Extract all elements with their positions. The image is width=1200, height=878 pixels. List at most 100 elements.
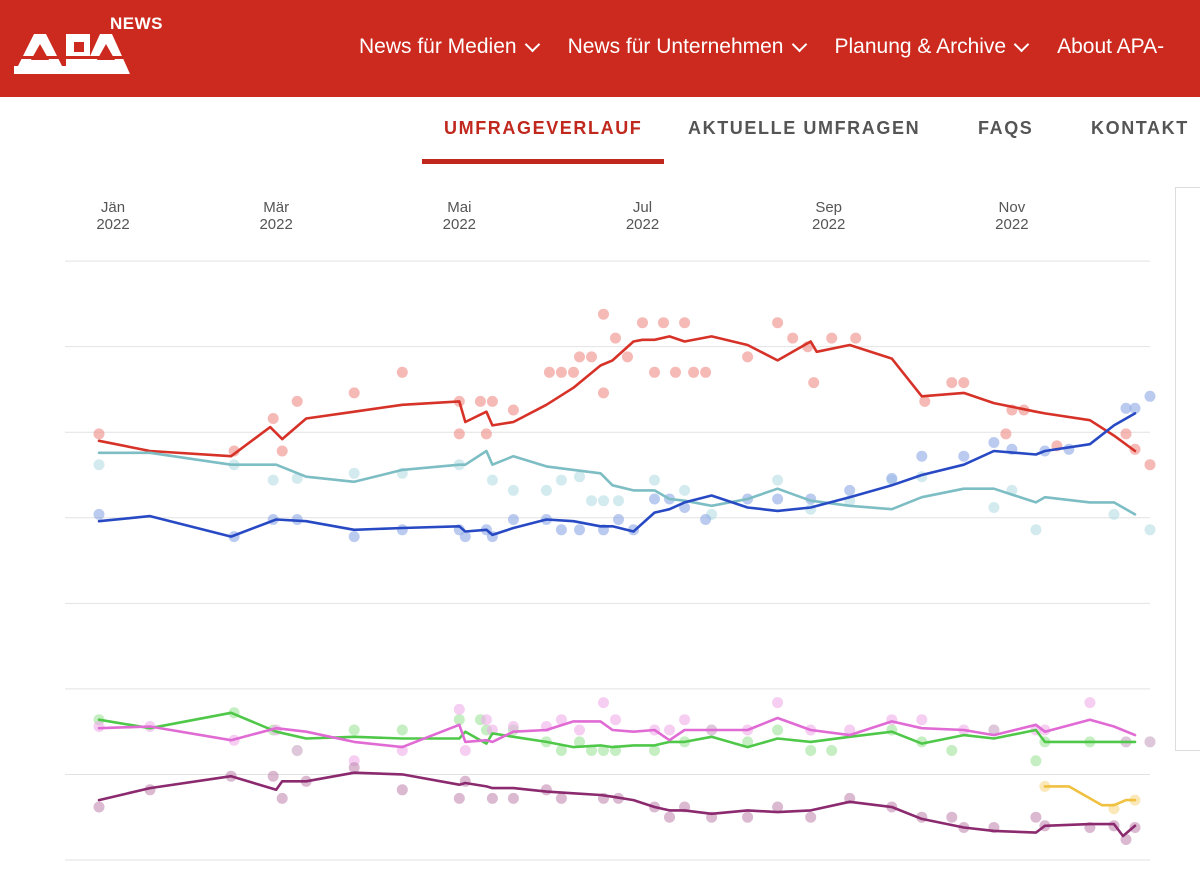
poll-dot[interactable] — [348, 724, 360, 736]
poll-dot[interactable] — [474, 395, 486, 407]
poll-dot[interactable] — [507, 514, 519, 525]
poll-dot[interactable] — [480, 428, 492, 440]
poll-dot[interactable] — [1030, 524, 1042, 536]
poll-dot[interactable] — [291, 745, 303, 756]
poll-dot[interactable] — [93, 801, 105, 813]
poll-dot[interactable] — [453, 792, 465, 804]
poll-trend-chart[interactable]: Jän2022Mär2022Mai2022Jul2022Sep2022Nov20… — [0, 180, 1200, 878]
poll-dot[interactable] — [543, 366, 555, 378]
tab-kontakt[interactable]: KONTAKT — [1091, 118, 1189, 138]
poll-dot[interactable] — [1129, 443, 1141, 455]
poll-dot[interactable] — [805, 745, 817, 756]
poll-dot[interactable] — [507, 721, 519, 732]
poll-dot[interactable] — [826, 745, 838, 756]
poll-dot[interactable] — [228, 445, 240, 457]
poll-dot[interactable] — [1108, 508, 1120, 520]
poll-dot[interactable] — [658, 317, 669, 329]
poll-dot[interactable] — [649, 366, 660, 378]
poll-dot[interactable] — [610, 332, 621, 344]
poll-dot[interactable] — [540, 784, 552, 796]
poll-dot[interactable] — [93, 428, 105, 440]
poll-dot[interactable] — [679, 484, 691, 496]
poll-dot[interactable] — [1129, 402, 1141, 414]
poll-dot[interactable] — [348, 762, 360, 774]
poll-dot[interactable] — [772, 474, 784, 486]
poll-dot[interactable] — [574, 351, 585, 363]
poll-dot[interactable] — [649, 493, 660, 505]
poll-dot[interactable] — [1000, 428, 1012, 440]
poll-dot[interactable] — [574, 736, 585, 748]
poll-dot[interactable] — [826, 332, 838, 344]
poll-dot[interactable] — [1144, 524, 1156, 536]
series-line-3[interactable] — [97, 711, 1137, 749]
poll-dot[interactable] — [670, 366, 681, 378]
poll-dot[interactable] — [958, 450, 970, 462]
poll-dot[interactable] — [598, 745, 609, 756]
poll-dot[interactable] — [946, 811, 958, 823]
apa-logo[interactable] — [12, 14, 172, 80]
poll-dot[interactable] — [291, 472, 303, 484]
poll-dot[interactable] — [664, 724, 675, 736]
poll-dot[interactable] — [507, 404, 519, 416]
series-line-0[interactable] — [97, 335, 1137, 458]
poll-dot[interactable] — [742, 736, 754, 748]
poll-dot[interactable] — [586, 495, 597, 507]
poll-dot[interactable] — [742, 351, 754, 363]
poll-dot[interactable] — [574, 471, 585, 483]
poll-dot[interactable] — [555, 714, 567, 726]
series-line-2[interactable] — [97, 412, 1137, 538]
poll-dot[interactable] — [598, 697, 609, 709]
poll-dot[interactable] — [787, 332, 799, 344]
poll-dot[interactable] — [1120, 402, 1132, 414]
poll-dot[interactable] — [919, 395, 931, 407]
poll-dot[interactable] — [486, 474, 498, 486]
poll-dot[interactable] — [637, 317, 648, 329]
poll-dot[interactable] — [688, 366, 700, 378]
poll-dot[interactable] — [610, 714, 621, 726]
poll-dot[interactable] — [568, 366, 579, 378]
poll-dot[interactable] — [348, 387, 360, 399]
poll-dot[interactable] — [1039, 724, 1051, 736]
poll-dot[interactable] — [1144, 390, 1156, 402]
nav-item-about-apa[interactable]: About APA- — [1057, 33, 1164, 61]
tab-umfrageverlauf[interactable]: UMFRAGEVERLAUF — [444, 118, 643, 138]
poll-dot[interactable] — [613, 495, 624, 507]
poll-dot[interactable] — [946, 377, 958, 389]
poll-dot[interactable] — [844, 724, 856, 736]
poll-dot[interactable] — [453, 714, 465, 726]
poll-dot[interactable] — [93, 721, 105, 732]
poll-dot[interactable] — [1030, 755, 1042, 767]
poll-dot[interactable] — [267, 474, 279, 486]
series-line-4[interactable] — [97, 716, 1137, 749]
poll-dot[interactable] — [267, 413, 279, 424]
poll-dot[interactable] — [988, 724, 1000, 736]
poll-dot[interactable] — [480, 714, 492, 726]
poll-dot[interactable] — [453, 703, 465, 715]
nav-item-news-unternehmen[interactable]: News für Unternehmen — [568, 33, 807, 61]
poll-dot[interactable] — [555, 792, 567, 804]
poll-dot[interactable] — [805, 811, 817, 823]
poll-dot[interactable] — [700, 514, 712, 525]
poll-dot[interactable] — [1144, 736, 1156, 748]
poll-dot[interactable] — [1030, 811, 1042, 823]
poll-dot[interactable] — [276, 792, 288, 804]
poll-dot[interactable] — [348, 531, 360, 543]
poll-dot[interactable] — [507, 792, 519, 804]
poll-dot[interactable] — [772, 317, 784, 329]
tab-aktuelle-umfragen[interactable]: AKTUELLE UMFRAGEN — [688, 118, 921, 138]
poll-dot[interactable] — [1063, 443, 1075, 455]
poll-dot[interactable] — [396, 784, 408, 796]
poll-dot[interactable] — [540, 484, 552, 496]
poll-dot[interactable] — [850, 332, 862, 344]
poll-dot[interactable] — [396, 366, 408, 378]
poll-dot[interactable] — [396, 724, 408, 736]
poll-dot[interactable] — [772, 697, 784, 709]
poll-dot[interactable] — [348, 467, 360, 479]
poll-dot[interactable] — [916, 450, 928, 462]
poll-dot[interactable] — [946, 745, 958, 756]
poll-dot[interactable] — [555, 366, 567, 378]
poll-dot[interactable] — [555, 524, 567, 536]
poll-dot[interactable] — [555, 745, 567, 756]
poll-dot[interactable] — [679, 317, 691, 329]
poll-dot[interactable] — [916, 714, 928, 726]
